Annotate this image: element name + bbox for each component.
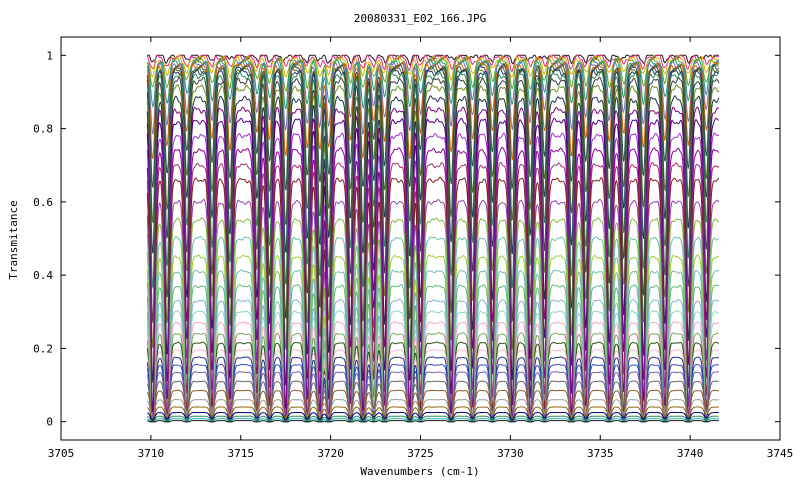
x-tick-label: 3710	[138, 447, 165, 460]
plot-lines	[146, 54, 720, 424]
series-line	[146, 65, 720, 225]
x-tick-label: 3740	[677, 447, 704, 460]
x-axis-label: Wavenumbers (cm-1)	[360, 465, 479, 478]
y-tick-label: 0.4	[33, 269, 53, 282]
series-line	[146, 67, 720, 257]
y-tick-label: 0.6	[33, 196, 53, 209]
y-axis-label: Transmitance	[7, 200, 20, 279]
y-tick-label: 0	[46, 416, 53, 429]
series-line	[146, 84, 720, 350]
x-tick-label: 3720	[317, 447, 344, 460]
series-line	[146, 106, 720, 413]
series-line	[146, 117, 719, 423]
series-line	[146, 389, 719, 421]
x-tick-label: 3705	[48, 447, 75, 460]
series-line	[146, 146, 720, 423]
x-tick-label: 3715	[228, 447, 255, 460]
y-tick-label: 1	[46, 49, 53, 62]
chart-title: 20080331_E02_166.JPG	[354, 12, 486, 25]
series-line	[146, 398, 719, 419]
series-line	[146, 161, 720, 423]
y-tick-label: 0.8	[33, 123, 53, 136]
series-line	[147, 406, 719, 419]
x-tick-label: 3735	[587, 447, 614, 460]
x-tick-label: 3730	[497, 447, 524, 460]
x-tick-label: 3725	[407, 447, 434, 460]
series-line	[146, 132, 720, 423]
series-line	[147, 420, 719, 423]
series-line	[146, 59, 720, 135]
x-tick-label: 3745	[767, 447, 794, 460]
y-axis: 0 0.2 0.4 0.6 0.8 1	[33, 49, 780, 429]
x-axis: 3705 3710 3715 3720 3725 3730 3735 3740 3745	[48, 37, 794, 460]
series-line	[147, 415, 719, 423]
series-line	[146, 95, 720, 386]
series-line	[146, 54, 720, 82]
y-tick-label: 0.2	[33, 342, 53, 355]
series-line	[146, 76, 720, 323]
series-line	[147, 411, 719, 421]
